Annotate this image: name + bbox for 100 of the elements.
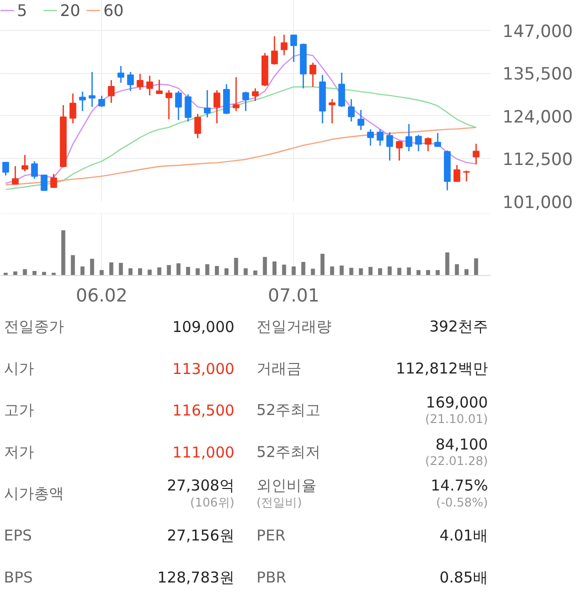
candlestick <box>271 36 278 66</box>
candlestick <box>156 79 163 94</box>
text: 저가 <box>4 442 34 461</box>
text: 외인비율 (전일비) <box>256 476 317 510</box>
candlestick <box>280 34 288 56</box>
y-tick-label: 147,000 <box>502 22 573 42</box>
candlestick <box>338 72 346 108</box>
bar <box>368 266 373 276</box>
candlestick <box>396 140 403 162</box>
candlestick <box>204 90 211 118</box>
bar <box>148 270 152 276</box>
bar <box>282 264 286 276</box>
text: 392천주 <box>429 318 488 336</box>
bar <box>445 252 450 276</box>
candlestick <box>108 80 115 104</box>
y-tick-label: 135,500 <box>502 64 573 85</box>
bar <box>406 267 411 276</box>
bar <box>454 264 459 276</box>
text: 0.85배 <box>440 568 488 586</box>
text: 27,156원 <box>166 526 234 544</box>
bar <box>118 262 123 276</box>
candlestick <box>79 91 86 112</box>
candlestick <box>166 90 172 120</box>
candlestick <box>40 174 48 191</box>
candlestick <box>358 109 364 131</box>
y-tick-label: 101,000 <box>502 193 573 213</box>
text: 시가총액 <box>4 484 64 503</box>
text: 전일종가 <box>4 318 64 336</box>
candlestick <box>454 164 460 182</box>
candlestick <box>386 132 394 162</box>
bar <box>61 230 66 276</box>
bar <box>292 266 296 276</box>
legend-label: 60 <box>103 0 124 20</box>
candlestick <box>290 34 298 63</box>
candlestick <box>223 84 230 115</box>
candlestick <box>184 94 192 122</box>
bar <box>205 264 210 276</box>
candlestick <box>22 154 28 172</box>
bar <box>349 268 354 276</box>
bar <box>301 262 306 276</box>
candlestick <box>70 92 76 124</box>
legend-label: 20 <box>60 0 80 20</box>
bar <box>262 256 267 276</box>
bar <box>100 270 104 276</box>
bar <box>70 255 75 276</box>
bar <box>157 267 162 276</box>
text: 시가 <box>4 359 34 378</box>
candlestick <box>252 88 259 102</box>
candlestick <box>328 98 336 124</box>
y-tick-label: 124,000 <box>502 107 573 128</box>
bar <box>320 254 325 276</box>
text: 14.75% (-0.58%) <box>430 476 488 510</box>
text: BPS <box>4 568 33 586</box>
text: 128,783원 <box>157 568 234 586</box>
candlestick <box>367 128 374 146</box>
bar <box>166 265 171 276</box>
bar <box>80 266 85 276</box>
bar <box>340 266 344 276</box>
bar <box>214 266 219 276</box>
candlestick <box>88 71 96 108</box>
candlestick <box>472 143 480 165</box>
text: 52주최고 <box>256 401 321 420</box>
text: 113,000 <box>172 360 234 378</box>
bar <box>90 258 94 276</box>
bar <box>474 258 478 276</box>
bar <box>416 270 421 276</box>
text: 112,812백만 <box>396 359 488 378</box>
text: PER <box>256 526 286 544</box>
candlestick <box>146 75 154 96</box>
candlestick <box>463 170 470 182</box>
bar <box>272 261 277 276</box>
x-tick-label: 06.02 <box>76 286 128 306</box>
legend-label: 5 <box>17 0 28 20</box>
candlestick <box>31 160 38 180</box>
candlestick <box>175 90 182 121</box>
text: 109,000 <box>172 318 234 336</box>
candlestick <box>2 162 10 176</box>
text: 169,000 (21.10.01) <box>425 394 488 426</box>
candlestick <box>214 90 220 124</box>
candlestick <box>348 98 355 122</box>
text: 전일거래량 <box>256 318 332 336</box>
text: 111,000 <box>172 443 234 462</box>
bar <box>397 268 402 276</box>
bar <box>109 262 114 276</box>
y-tick-label: 112,500 <box>502 150 573 170</box>
candlestick <box>406 123 412 152</box>
text: 84,100 (22.01.28) <box>425 435 488 468</box>
candlestick <box>232 76 240 112</box>
text: EPS <box>4 526 32 544</box>
candlestick <box>50 173 58 188</box>
text: 4.01배 <box>440 526 488 544</box>
bar <box>234 258 238 276</box>
bar <box>22 269 27 276</box>
candlestick <box>118 65 124 84</box>
candlestick <box>12 165 19 186</box>
x-tick-label: 07.01 <box>268 286 320 306</box>
bar <box>436 270 440 276</box>
candlestick <box>376 128 384 146</box>
bar <box>330 266 334 276</box>
bar <box>253 270 258 276</box>
